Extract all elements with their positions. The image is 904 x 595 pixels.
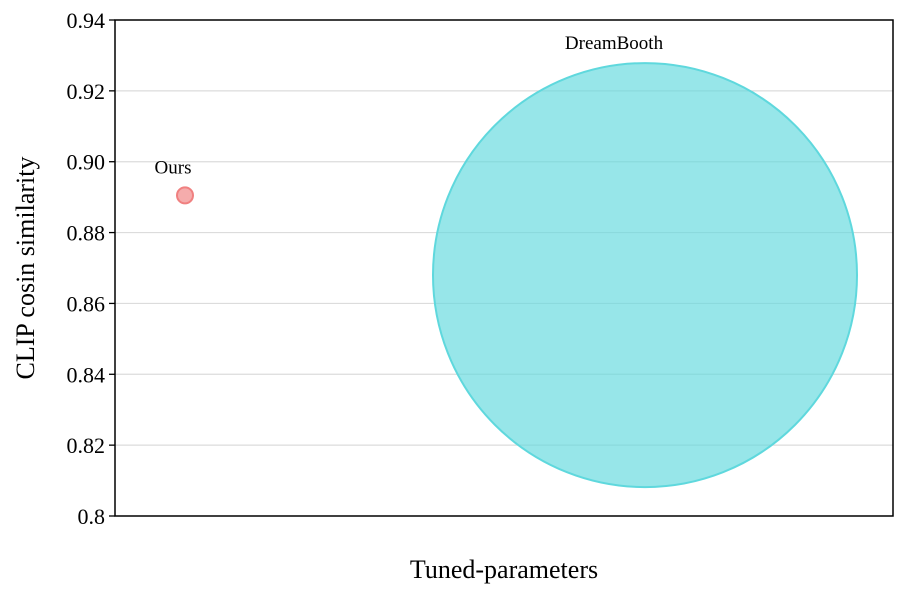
plot-frame bbox=[114, 19, 894, 517]
bubble-label-dreambooth: DreamBooth bbox=[565, 33, 664, 54]
bubble-dreambooth bbox=[432, 62, 858, 489]
y-tick-label: 0.8 bbox=[78, 504, 106, 529]
y-tick-label: 0.84 bbox=[67, 362, 106, 387]
y-tick-label: 0.90 bbox=[67, 150, 106, 175]
y-tick-label: 0.82 bbox=[67, 433, 106, 458]
y-axis-label: CLIP cosin similarity bbox=[11, 157, 40, 380]
y-axis-ticks: 0.8 0.82 0.84 0.86 0.88 0.90 0.92 0.94 bbox=[67, 8, 115, 529]
y-tick-label: 0.88 bbox=[67, 221, 106, 246]
y-tick-label: 0.86 bbox=[67, 291, 106, 316]
bubbles: Ours DreamBooth bbox=[155, 33, 858, 489]
bubble-label-ours: Ours bbox=[155, 157, 192, 178]
bubble-ours bbox=[176, 186, 194, 205]
x-axis-label: Tuned-parameters bbox=[410, 555, 598, 584]
y-tick-label: 0.94 bbox=[67, 8, 106, 33]
y-tick-label: 0.92 bbox=[67, 79, 106, 104]
